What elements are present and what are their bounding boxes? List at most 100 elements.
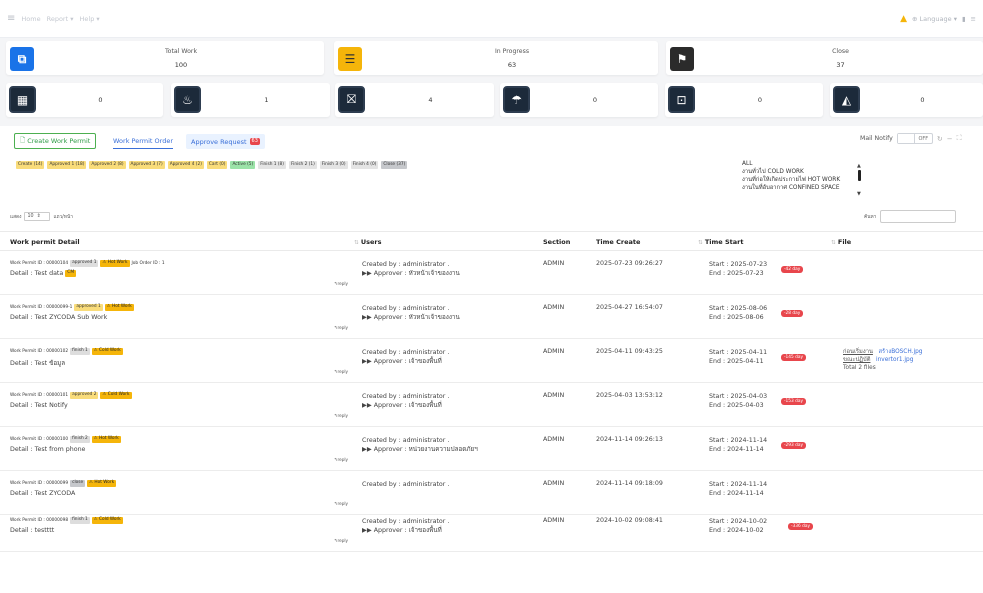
table-header: Work permit Detail ⇅ Users Section Time … bbox=[0, 231, 983, 251]
type-option-hot[interactable]: งานที่ก่อให้เกิดประกายไฟ HOT WORK bbox=[742, 177, 841, 183]
days-badge: -42 day bbox=[781, 266, 804, 273]
reply-icon: ↰ bbox=[334, 281, 338, 286]
tab-work-permit-order[interactable]: Work Permit Order bbox=[113, 134, 173, 149]
chip-approved-4[interactable]: Approved 4 (2) bbox=[167, 161, 204, 169]
table-row[interactable]: Work Permit ID : 00000100 finish 2 ⚠ Hot… bbox=[0, 428, 983, 471]
search-input[interactable] bbox=[880, 210, 957, 223]
work-type-badge: ⚠ Cold Work bbox=[91, 348, 123, 355]
type-option-cold[interactable]: งานทั่วไป COLD WORK bbox=[742, 169, 804, 175]
create-work-permit-button[interactable]: 🗋 Create Work Permit bbox=[14, 133, 97, 149]
col-time-start[interactable]: ⇅ Time Start bbox=[698, 238, 744, 246]
reply-link[interactable]: ↰reply bbox=[334, 501, 349, 506]
stat-card-in-progress[interactable]: ☰ In Progress 63 bbox=[334, 41, 658, 75]
chip-finish-4[interactable]: Finish 4 (0) bbox=[350, 161, 379, 169]
table-row[interactable]: Work Permit ID : 00000099-1 approved 1 ⚠… bbox=[0, 296, 983, 339]
mini-card-6[interactable]: ◭ 0 bbox=[830, 83, 983, 117]
tab-approve-request[interactable]: Approve Request 63 bbox=[186, 134, 265, 149]
nav-help[interactable]: Help ▾ bbox=[79, 14, 100, 23]
chip-finish-3[interactable]: Finish 3 (0) bbox=[319, 161, 348, 169]
mini-card-4[interactable]: ☂ 0 bbox=[500, 83, 658, 117]
reply-link[interactable]: ↰reply bbox=[334, 457, 349, 462]
mail-notify-toggle[interactable]: OFF bbox=[896, 133, 933, 144]
fast-forward-icon: ▶▶ bbox=[362, 446, 372, 453]
table-row[interactable]: Work Permit ID : 00000098 finish 1 ⚠ Col… bbox=[0, 509, 983, 552]
col-file[interactable]: ⇅ File bbox=[831, 238, 852, 246]
reply-link[interactable]: ↰reply bbox=[334, 281, 349, 286]
nav-report[interactable]: Report ▾ bbox=[46, 14, 74, 23]
warning-icon[interactable]: ▲ bbox=[900, 13, 908, 24]
page-length-select[interactable]: 10 ⇕ bbox=[24, 212, 51, 221]
status-filter-chips: Create (14) Approved 1 (18) Approved 2 (… bbox=[16, 161, 408, 169]
scroll-down-icon[interactable]: ▼ bbox=[857, 191, 861, 197]
warning-icon: ⚠ bbox=[89, 480, 94, 485]
globe-icon: ⊕ bbox=[912, 14, 918, 23]
nav-menu: ≡ Home Report ▾ Help ▾ bbox=[7, 13, 100, 24]
chip-active[interactable]: Active (5) bbox=[230, 161, 256, 169]
stat-card-close[interactable]: ⚑ Close 37 bbox=[666, 41, 983, 75]
chip-close[interactable]: Close (37) bbox=[381, 161, 408, 169]
col-users[interactable]: ⇅ Users bbox=[354, 238, 382, 246]
language-dropdown[interactable]: ⊕ Language ▾ bbox=[912, 14, 957, 23]
stat-card-total[interactable]: ⧉ Total Work 100 bbox=[6, 41, 324, 75]
chip-create[interactable]: Create (14) bbox=[16, 161, 45, 169]
file-list: ก่อนเริ่มงาน สร้างBOSCH.jpg ขณะปฏิบัติ i… bbox=[843, 349, 923, 371]
status-badge: finish 2 bbox=[70, 436, 90, 443]
fast-forward-icon: ▶▶ bbox=[362, 527, 372, 534]
mini-card-1[interactable]: ▦ 0 bbox=[6, 83, 163, 117]
minimize-icon[interactable]: − bbox=[946, 134, 953, 143]
file-link[interactable]: invertor1.jpg bbox=[876, 357, 914, 363]
reply-icon: ↰ bbox=[334, 369, 338, 374]
table-search: ค้นหา bbox=[864, 210, 957, 223]
reply-link[interactable]: ↰reply bbox=[334, 369, 349, 374]
table-row[interactable]: Work Permit ID : 00000102 finish 1 ⚠ Col… bbox=[0, 340, 983, 383]
fast-forward-icon: ▶▶ bbox=[362, 402, 372, 409]
chip-approved-2[interactable]: Approved 2 (8) bbox=[89, 161, 126, 169]
bookmark-icon[interactable]: ▮ bbox=[961, 14, 966, 23]
electric-icon: ⊡ bbox=[668, 86, 695, 113]
refresh-icon[interactable]: ↻ bbox=[936, 134, 943, 143]
top-navbar: ≡ Home Report ▾ Help ▾ ▲ ⊕ Language ▾ ▮ … bbox=[0, 0, 983, 38]
col-time-create[interactable]: Time Create bbox=[596, 238, 641, 246]
file-link[interactable]: สร้างBOSCH.jpg bbox=[878, 349, 923, 355]
reply-link[interactable]: ↰reply bbox=[334, 413, 349, 418]
reply-icon: ↰ bbox=[334, 501, 338, 506]
stat-title: In Progress bbox=[494, 48, 530, 55]
table-row[interactable]: Work Permit ID : 00000101 approved 2 ⚠ C… bbox=[0, 384, 983, 427]
table-row[interactable]: Work Permit ID : 00000104 approved 1 ⚠ H… bbox=[0, 252, 983, 295]
sort-icon: ⇅ bbox=[831, 240, 836, 246]
hamburger-icon[interactable]: ≡ bbox=[7, 13, 16, 24]
sort-icon: ⇅ bbox=[698, 240, 703, 246]
work-type-badge: ⚠ Hot Work bbox=[104, 304, 134, 311]
menu-right-icon[interactable]: ≡ bbox=[970, 14, 976, 23]
table-row[interactable]: Work Permit ID : 00000099 close ⚠ Hot Wo… bbox=[0, 472, 983, 515]
chip-finish-2[interactable]: Finish 2 (1) bbox=[288, 161, 317, 169]
mini-card-2[interactable]: ♨ 1 bbox=[171, 83, 330, 117]
mini-card-5[interactable]: ⊡ 0 bbox=[665, 83, 823, 117]
fire-icon: ♨ bbox=[174, 86, 201, 113]
col-section[interactable]: Section bbox=[543, 238, 571, 246]
flag-icon: ⚑ bbox=[670, 47, 694, 71]
warning-icon: ⚠ bbox=[93, 436, 98, 441]
page-length-control: แสดง 10 ⇕ แถว/หน้า bbox=[10, 212, 73, 221]
chip-finish-1[interactable]: Finish 1 (8) bbox=[258, 161, 286, 169]
reply-link[interactable]: ↰reply bbox=[334, 325, 349, 330]
chip-cart[interactable]: Cart (0) bbox=[206, 161, 228, 169]
col-detail[interactable]: Work permit Detail bbox=[10, 238, 80, 246]
scroll-up-icon[interactable]: ▲ bbox=[857, 163, 861, 169]
type-list-scrollbar[interactable]: ▲ ▼ bbox=[857, 163, 863, 199]
document-plus-icon: 🗋 bbox=[20, 135, 26, 144]
mini-card-3[interactable]: ⛝ 4 bbox=[335, 83, 494, 117]
excavation-icon: ◭ bbox=[833, 86, 860, 113]
chip-approved-3[interactable]: Approved 3 (7) bbox=[128, 161, 165, 169]
type-option-confined[interactable]: งานในที่อับอากาศ CONFINED SPACE bbox=[742, 185, 840, 191]
nav-right: ▲ ⊕ Language ▾ ▮ ≡ bbox=[900, 14, 976, 24]
fullscreen-icon[interactable]: ⛶ bbox=[956, 134, 962, 142]
nav-home[interactable]: Home bbox=[21, 14, 41, 23]
work-type-listbox[interactable]: ALL งานทั่วไป COLD WORK งานที่ก่อให้เกิด… bbox=[742, 160, 866, 200]
days-badge: -293 day bbox=[781, 442, 807, 449]
confined-space-icon: ⛝ bbox=[338, 86, 365, 113]
chip-approved-1[interactable]: Approved 1 (18) bbox=[47, 161, 87, 169]
type-option-all[interactable]: ALL bbox=[742, 161, 753, 167]
fast-forward-icon: ▶▶ bbox=[362, 314, 372, 321]
reply-link[interactable]: ↰reply bbox=[334, 538, 349, 543]
